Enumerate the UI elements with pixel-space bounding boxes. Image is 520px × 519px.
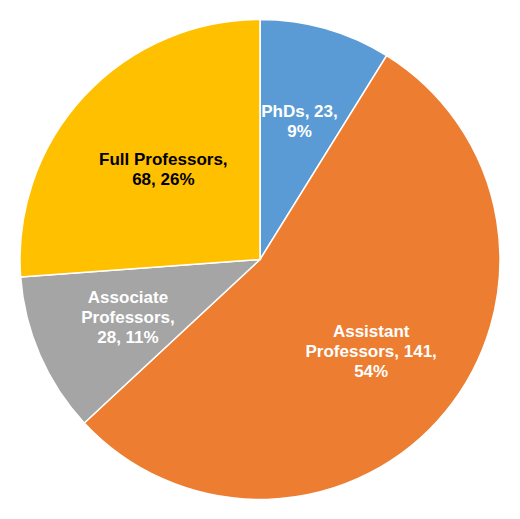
slice-label-line: Professors, 141,: [305, 342, 436, 361]
slice-label-line: 9%: [287, 122, 312, 141]
chart-container: PhDs, 23,9%AssistantProfessors, 141,54%A…: [0, 0, 520, 519]
pie-slice: [20, 20, 260, 277]
slice-label-line: 54%: [354, 362, 388, 381]
chart-svg: PhDs, 23,9%AssistantProfessors, 141,54%A…: [0, 0, 520, 519]
slice-label-line: Assistant: [333, 322, 410, 341]
slice-label-line: Full Professors,: [99, 150, 227, 169]
labels: PhDs, 23,9%AssistantProfessors, 141,54%A…: [81, 102, 437, 381]
slice-label: AssistantProfessors, 141,54%: [305, 322, 436, 381]
slice-label-line: 68, 26%: [132, 170, 194, 189]
slices: [20, 20, 500, 500]
pie-slice: [21, 260, 260, 423]
slice-label-line: PhDs, 23,: [261, 102, 338, 121]
slice-label: PhDs, 23,9%: [261, 102, 338, 141]
slice-label: Full Professors,68, 26%: [99, 150, 227, 189]
slice-label-line: Associate: [88, 288, 168, 307]
slice-label-line: 28, 11%: [97, 328, 158, 347]
slice-label: AssociateProfessors,28, 11%: [81, 288, 175, 347]
slice-label-line: Professors,: [81, 308, 175, 327]
